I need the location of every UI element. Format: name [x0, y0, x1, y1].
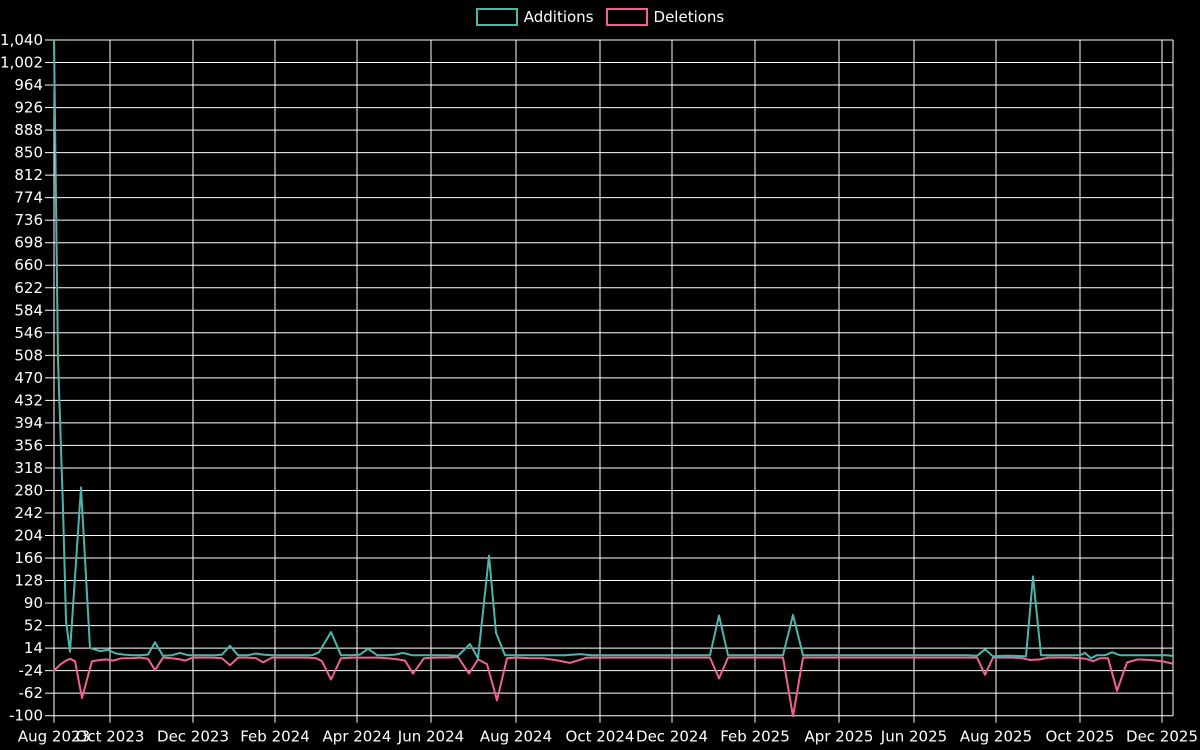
y-axis-tick-label: 204 [14, 527, 43, 545]
x-axis-tick-label: Dec 2024 [636, 728, 708, 746]
y-axis-tick-label: 964 [14, 76, 43, 94]
x-axis-tick-label: Apr 2024 [323, 728, 392, 746]
y-axis-tick-label: 1,040 [0, 31, 43, 49]
deletions-legend-label: Deletions [653, 8, 725, 26]
x-axis-tick-label: Apr 2025 [805, 728, 874, 746]
deletions-series-line [53, 656, 1173, 718]
additions-legend-label: Additions [523, 8, 594, 26]
y-axis-tick-label: 850 [14, 144, 43, 162]
y-axis-tick-label: 812 [14, 166, 43, 184]
y-axis-tick-label: 774 [14, 189, 43, 207]
chart-legend: Additions Deletions [0, 8, 1200, 26]
y-axis-tick-label: 508 [14, 346, 43, 364]
deletions-swatch-icon [605, 8, 648, 26]
y-axis-tick-label: 926 [14, 99, 43, 117]
x-axis-tick-label: Aug 2025 [960, 728, 1032, 746]
y-axis-tick-label: 128 [14, 572, 43, 590]
y-axis-tick-label: 90 [24, 594, 43, 612]
x-axis-tick-label: Dec 2025 [1126, 728, 1198, 746]
y-axis-tick-label: 546 [14, 324, 43, 342]
y-axis-tick-label: 1,002 [0, 54, 43, 72]
additions-swatch-icon [475, 8, 518, 26]
x-axis-tick-label: Oct 2023 [76, 728, 145, 746]
y-axis-tick-label: 432 [14, 391, 43, 409]
y-axis-tick-label: -100 [9, 707, 43, 725]
legend-item-additions[interactable]: Additions [475, 8, 594, 26]
y-axis-tick-label: 14 [24, 639, 43, 657]
y-axis-tick-label: 470 [14, 369, 43, 387]
x-axis-tick-label: Jun 2024 [397, 728, 464, 746]
x-axis-tick-label: Feb 2025 [720, 728, 790, 746]
y-axis-tick-label: 394 [14, 414, 43, 432]
x-axis-tick-label: Dec 2023 [157, 728, 229, 746]
legend-item-deletions[interactable]: Deletions [605, 8, 725, 26]
additions-series-line [53, 39, 1173, 660]
y-axis-tick-label: 622 [14, 279, 43, 297]
x-axis-tick-label: Aug 2023 [18, 728, 90, 746]
y-axis-tick-label: 736 [14, 211, 43, 229]
y-axis-tick-label: 888 [14, 121, 43, 139]
y-axis-tick-label: 584 [14, 301, 43, 319]
x-axis-tick-label: Oct 2025 [1046, 728, 1115, 746]
y-axis-tick-label: 166 [14, 549, 43, 567]
y-axis-tick-label: 242 [14, 504, 43, 522]
y-axis-tick-label: 356 [14, 436, 43, 454]
x-axis-tick-label: Jun 2025 [880, 728, 947, 746]
x-axis-tick-label: Oct 2024 [566, 728, 635, 746]
y-axis-tick-label: 52 [24, 617, 43, 635]
x-axis-tick-label: Aug 2024 [480, 728, 552, 746]
y-axis-tick-label: 280 [14, 481, 43, 499]
y-axis-tick-label: 698 [14, 234, 43, 252]
y-axis-tick-label: 318 [14, 459, 43, 477]
x-axis-tick-label: Feb 2024 [240, 728, 310, 746]
y-axis-tick-label: -24 [19, 662, 44, 680]
y-axis-tick-label: 660 [14, 256, 43, 274]
y-axis-tick-label: -62 [19, 684, 44, 702]
